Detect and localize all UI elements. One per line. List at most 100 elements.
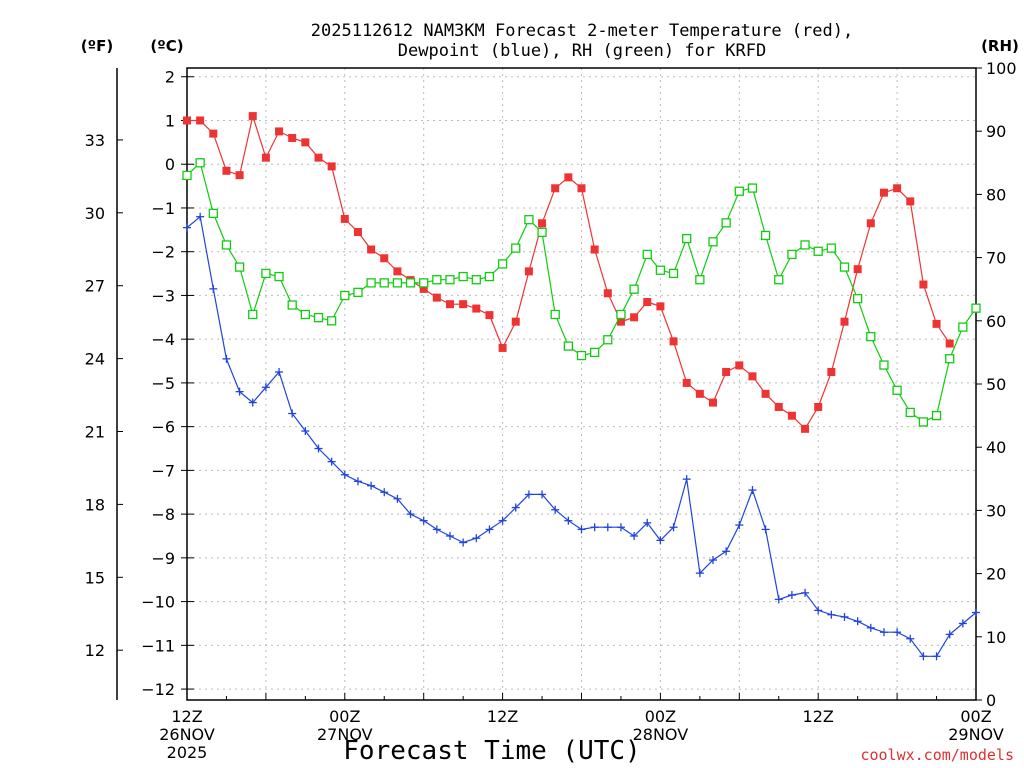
- temperature-point: [459, 300, 468, 309]
- temperature-point: [564, 173, 573, 182]
- x-tick-label: 29NOV: [948, 725, 1004, 744]
- x-tick-label: 12Z: [487, 707, 518, 726]
- dewpoint-point: [814, 606, 823, 615]
- dewpoint-point: [498, 516, 507, 525]
- rh-tick-label: 80: [986, 185, 1006, 204]
- dewpoint-point: [879, 628, 888, 637]
- temperature-point: [248, 112, 257, 121]
- dewpoint-point: [695, 569, 704, 578]
- rh-point: [497, 259, 508, 269]
- temperature-point: [709, 398, 717, 407]
- temperature-point: [551, 184, 560, 193]
- rh-point: [905, 407, 915, 418]
- dewpoint-point: [446, 531, 454, 540]
- temperature-point: [419, 284, 428, 293]
- series-dewpoint: [183, 212, 980, 661]
- rh-tick-label: 20: [986, 565, 1006, 584]
- temperature-point: [577, 184, 586, 193]
- temperature-point: [735, 361, 744, 370]
- fahrenheit-axis-unit: (ºF): [81, 37, 113, 55]
- rh-tick-label: 50: [986, 375, 1006, 394]
- rh-point: [313, 312, 324, 323]
- dewpoint-point: [222, 354, 231, 363]
- dewpoint-point: [958, 619, 967, 628]
- temperature-point: [801, 424, 810, 433]
- rh-point: [668, 268, 679, 279]
- rh-point: [261, 268, 271, 279]
- dewpoint-point: [248, 398, 257, 407]
- temperature-point: [695, 389, 704, 398]
- rh-point: [629, 284, 639, 294]
- rh-point: [287, 300, 297, 310]
- rh-point: [971, 303, 981, 313]
- dewpoint-point: [183, 223, 191, 232]
- dewpoint-point: [419, 516, 428, 525]
- f-tick-label: 15: [85, 568, 105, 587]
- dewpoint-point: [827, 610, 836, 619]
- temperature-point: [485, 311, 494, 320]
- rh-point: [353, 287, 363, 298]
- rh-point: [550, 309, 560, 320]
- c-tick-label: 1: [165, 111, 175, 130]
- dewpoint-point: [801, 588, 810, 597]
- temperature-point: [787, 411, 796, 420]
- temperature-point: [879, 188, 888, 197]
- rh-axis-unit: (RH): [981, 37, 1019, 55]
- dewpoint-point: [314, 444, 323, 453]
- rh-point: [958, 322, 968, 332]
- rh-point: [708, 237, 718, 247]
- series-rh: [182, 158, 981, 427]
- temperature-point: [893, 184, 902, 193]
- dewpoint-point: [406, 510, 415, 519]
- dewpoint-point: [748, 486, 757, 495]
- x-tick-label: 12Z: [803, 707, 834, 726]
- temperature-point: [656, 302, 665, 311]
- dewpoint-point: [393, 494, 402, 503]
- dewpoint-point: [380, 488, 389, 497]
- temperature-point: [722, 367, 731, 376]
- f-tick-label: 33: [85, 131, 105, 150]
- rh-point: [234, 262, 245, 272]
- dewpoint-point: [472, 534, 481, 543]
- dewpoint-point: [787, 591, 796, 600]
- credit-text: coolwx.com/models: [860, 746, 1014, 764]
- rh-tick-label: 90: [986, 122, 1006, 141]
- f-tick-label: 24: [85, 350, 105, 369]
- rh-point: [563, 341, 573, 351]
- temperature-point: [590, 245, 599, 254]
- temperature-point: [761, 389, 770, 398]
- dewpoint-point: [761, 525, 770, 534]
- temperature-point: [524, 267, 533, 276]
- celsius-axis-unit: (ºC): [150, 37, 183, 55]
- dewpoint-point: [972, 608, 980, 617]
- temperature-point: [682, 378, 691, 387]
- temperature-point: [314, 153, 323, 162]
- rh-point: [445, 275, 455, 285]
- rh-axis: 0 10 20 30 40 50 60 70 80 90 100: [976, 59, 1017, 710]
- dewpoint-point: [327, 457, 336, 466]
- dewpoint-point: [840, 612, 849, 621]
- temperature-point: [327, 162, 336, 171]
- temperature-point: [209, 129, 218, 138]
- dewpoint-point: [893, 628, 902, 637]
- dewpoint-point: [603, 523, 612, 532]
- temperature-point: [235, 171, 244, 180]
- fahrenheit-axis: 12 15 18 21 24 27 30 33: [85, 131, 123, 660]
- temperature-point: [288, 133, 297, 142]
- rh-point: [853, 294, 863, 304]
- rh-point: [221, 240, 232, 250]
- rh-point: [918, 417, 929, 427]
- rh-point: [760, 230, 771, 241]
- dewpoint-point: [564, 516, 573, 525]
- c-tick-label: −1: [151, 199, 175, 218]
- rh-point: [603, 335, 613, 345]
- rh-point: [392, 278, 403, 288]
- rh-point: [695, 275, 705, 285]
- rh-tick-label: 30: [986, 501, 1006, 520]
- rh-point: [432, 275, 442, 285]
- c-tick-label: −4: [151, 330, 175, 349]
- temperature-point: [367, 245, 376, 254]
- rh-point: [326, 316, 337, 326]
- temperature-point: [840, 317, 849, 326]
- rh-point: [182, 170, 192, 181]
